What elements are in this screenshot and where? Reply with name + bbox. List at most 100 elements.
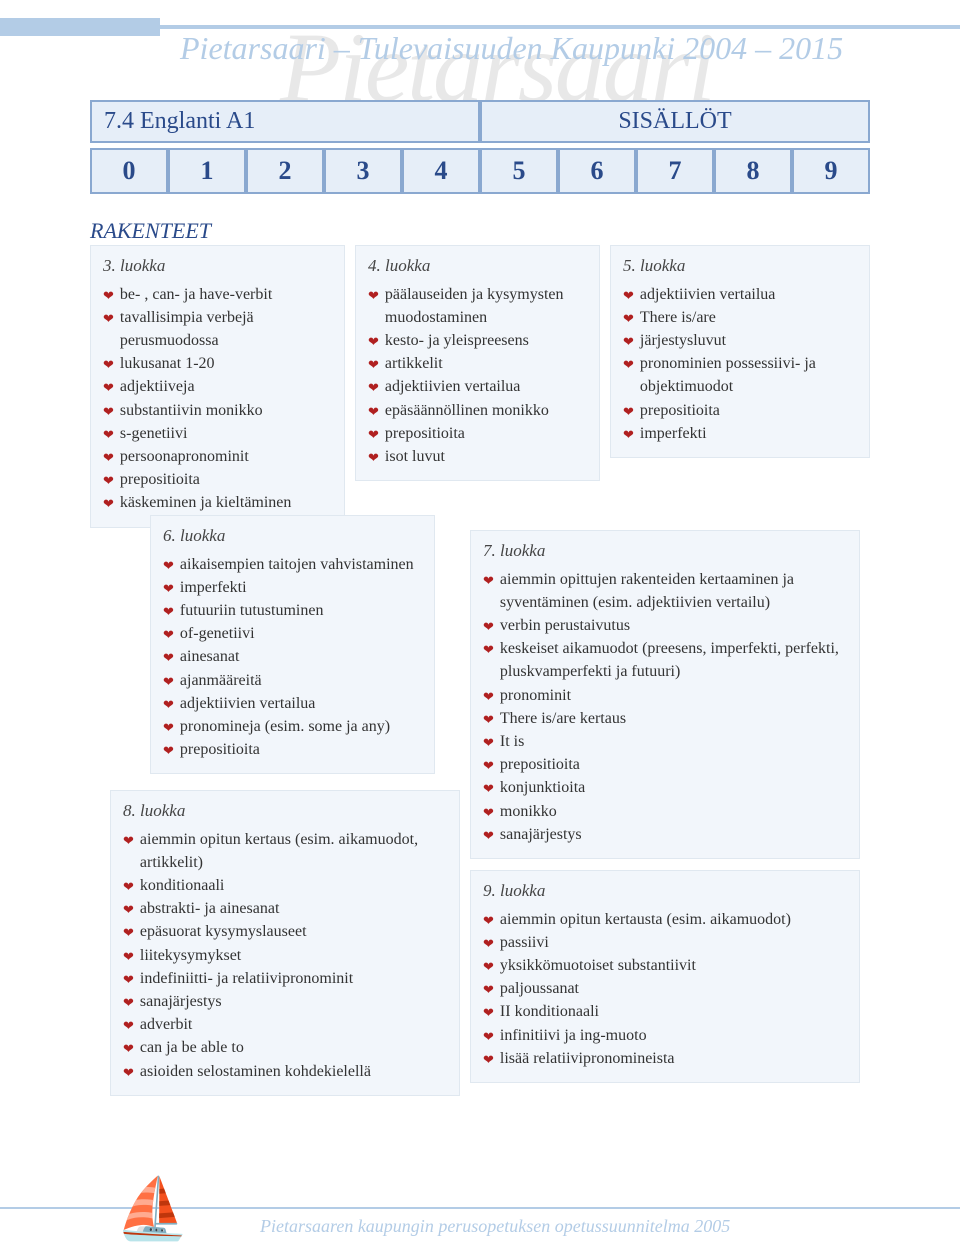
heart-icon: ❤ — [103, 403, 114, 422]
tab-4[interactable]: 4 — [402, 148, 480, 194]
item-text: epäsuorat kysymyslauseet — [140, 920, 447, 943]
list-item: ❤adjektiivien vertailua — [368, 375, 587, 398]
list-item: ❤liitekysymykset — [123, 944, 447, 967]
item-text: paljoussanat — [500, 977, 847, 1000]
heart-icon: ❤ — [623, 403, 634, 422]
header-title: Pietarsaari – Tulevaisuuden Kaupunki 200… — [180, 30, 843, 67]
list-item: ❤tavallisimpia verbejä perusmuodossa — [103, 306, 332, 352]
item-text: passiivi — [500, 931, 847, 954]
list-item: ❤pronominien possessiivi- ja objektimuod… — [623, 352, 857, 398]
list-item: ❤artikkelit — [368, 352, 587, 375]
heart-icon: ❤ — [163, 557, 174, 576]
list-item: ❤paljoussanat — [483, 977, 847, 1000]
heart-icon: ❤ — [483, 1004, 494, 1023]
heart-icon: ❤ — [123, 994, 134, 1013]
tab-8[interactable]: 8 — [714, 148, 792, 194]
item-text: monikko — [500, 800, 847, 823]
heart-icon: ❤ — [368, 356, 379, 375]
heart-icon: ❤ — [368, 426, 379, 445]
item-text: prepositioita — [500, 753, 847, 776]
heart-icon: ❤ — [103, 287, 114, 306]
card-c9: 9. luokka❤aiemmin opitun kertausta (esim… — [470, 870, 860, 1083]
list-item: ❤keskeiset aikamuodot (preesens, imperfe… — [483, 637, 847, 683]
item-text: sanajärjestys — [500, 823, 847, 846]
list-item: ❤adjektiivien vertailua — [623, 283, 857, 306]
heart-icon: ❤ — [623, 310, 634, 329]
heart-icon: ❤ — [623, 287, 634, 306]
list-item: ❤aiemmin opitun kertaus (esim. aikamuodo… — [123, 828, 447, 874]
item-text: pronomineja (esim. some ja any) — [180, 715, 422, 738]
item-text: adverbit — [140, 1013, 447, 1036]
list-item: ❤passiivi — [483, 931, 847, 954]
heart-icon: ❤ — [483, 1051, 494, 1070]
heart-icon: ❤ — [123, 901, 134, 920]
tab-6[interactable]: 6 — [558, 148, 636, 194]
heart-icon: ❤ — [163, 673, 174, 692]
heart-icon: ❤ — [163, 603, 174, 622]
item-text: prepositioita — [180, 738, 422, 761]
item-text: abstrakti- ja ainesanat — [140, 897, 447, 920]
heart-icon: ❤ — [483, 711, 494, 730]
list-item: ❤epäsäännöllinen monikko — [368, 399, 587, 422]
item-text: persoonapronominit — [120, 445, 332, 468]
tab-1[interactable]: 1 — [168, 148, 246, 194]
tab-2[interactable]: 2 — [246, 148, 324, 194]
heart-icon: ❤ — [103, 449, 114, 468]
tab-9[interactable]: 9 — [792, 148, 870, 194]
item-text: indefiniitti- ja relatiivipronominit — [140, 967, 447, 990]
list-item: ❤ s-genetiivi — [103, 422, 332, 445]
item-text: It is — [500, 730, 847, 753]
list-item: ❤epäsuorat kysymyslauseet — [123, 920, 447, 943]
heart-icon: ❤ — [103, 472, 114, 491]
list-item: ❤ajanmääreitä — [163, 669, 422, 692]
heart-icon: ❤ — [123, 1040, 134, 1059]
item-text: lisää relatiivipronomineista — [500, 1047, 847, 1070]
heart-icon: ❤ — [483, 958, 494, 977]
list-item: ❤sanajärjestys — [483, 823, 847, 846]
list-item: ❤verbin perustaivutus — [483, 614, 847, 637]
heart-icon: ❤ — [623, 333, 634, 352]
list-item: ❤imperfekti — [163, 576, 422, 599]
tab-0[interactable]: 0 — [90, 148, 168, 194]
item-text: can ja be able to — [140, 1036, 447, 1059]
item-text: lukusanat 1-20 — [120, 352, 332, 375]
heart-icon: ❤ — [123, 1064, 134, 1083]
tab-7[interactable]: 7 — [636, 148, 714, 194]
item-text: käskeminen ja kieltäminen — [120, 491, 332, 514]
item-text: adjektiivien vertailua — [180, 692, 422, 715]
heart-icon: ❤ — [483, 641, 494, 660]
list-item: ❤substantiivin monikko — [103, 399, 332, 422]
section-heading: RAKENTEET — [90, 218, 211, 244]
card-c4: 4. luokka ❤ päälauseiden ja kysymysten muo… — [355, 245, 600, 481]
item-text: järjestysluvut — [640, 329, 857, 352]
card-title: 4. luokka — [368, 254, 587, 279]
list-item: ❤ainesanat — [163, 645, 422, 668]
list-item: ❤ II konditionaali — [483, 1000, 847, 1023]
heart-icon: ❤ — [623, 426, 634, 445]
tab-3[interactable]: 3 — [324, 148, 402, 194]
heart-icon: ❤ — [623, 356, 634, 375]
item-text: There is/are — [640, 306, 857, 329]
list-item: ❤konditionaali — [123, 874, 447, 897]
list-item: ❤ lisää relatiivipronomineista — [483, 1047, 847, 1070]
item-text: imperfekti — [640, 422, 857, 445]
item-text: prepositioita — [120, 468, 332, 491]
item-text: epäsäännöllinen monikko — [385, 399, 587, 422]
list-item: ❤kesto- ja yleispreesens — [368, 329, 587, 352]
item-text: adjektiivien vertailua — [385, 375, 587, 398]
list-item: ❤prepositioita — [368, 422, 587, 445]
item-text: päälauseiden ja kysymysten muodostaminen — [385, 283, 587, 329]
list-item: ❤asioiden selostaminen kohdekielellä — [123, 1060, 447, 1083]
item-text: of-genetiivi — [180, 622, 422, 645]
card-title: 9. luokka — [483, 879, 847, 904]
heart-icon: ❤ — [103, 426, 114, 445]
item-text: II konditionaali — [500, 1000, 847, 1023]
item-text: s-genetiivi — [120, 422, 332, 445]
heart-icon: ❤ — [123, 971, 134, 990]
heart-icon: ❤ — [483, 1028, 494, 1047]
item-text: imperfekti — [180, 576, 422, 599]
item-text: sanajärjestys — [140, 990, 447, 1013]
tab-5[interactable]: 5 — [480, 148, 558, 194]
heart-icon: ❤ — [163, 649, 174, 668]
heart-icon: ❤ — [103, 495, 114, 514]
